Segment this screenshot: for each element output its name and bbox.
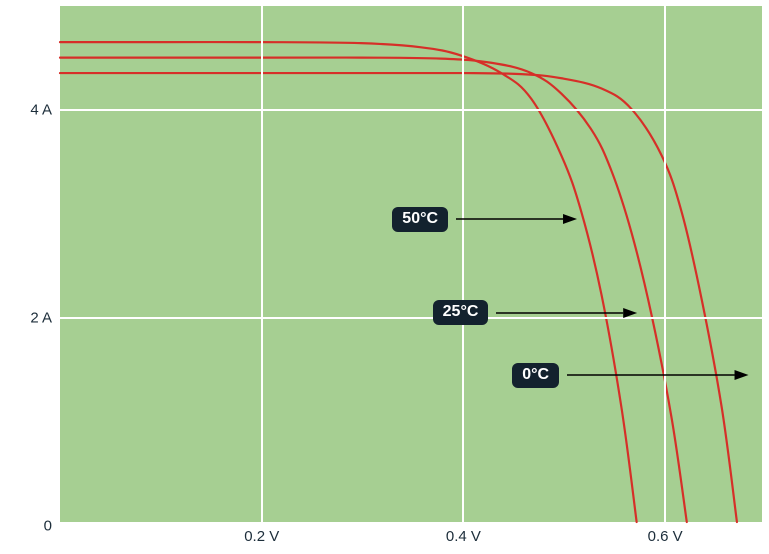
series-label-text: 0°C (512, 363, 559, 388)
x-tick-label: 0.6 V (648, 522, 683, 545)
arrow-icon (496, 303, 637, 323)
x-tick-label: 0.4 V (446, 522, 481, 545)
x-gridline (462, 6, 464, 526)
arrow-icon (567, 365, 749, 385)
series-label-text: 25°C (433, 300, 489, 325)
x-gridline (664, 6, 666, 526)
y-tick-label: 2 A (30, 310, 60, 327)
arrow-icon (456, 209, 577, 229)
y-gridline (60, 317, 766, 319)
series-label-25C: 25°C (433, 300, 638, 325)
curves-layer (60, 6, 762, 522)
x-tick-label: 0.2 V (244, 522, 279, 545)
series-label-0C: 0°C (512, 363, 748, 388)
curve-25C (60, 58, 687, 522)
plot-area: 0.2 V0.4 V0.6 V02 A4 A50°C25°C0°C (58, 4, 764, 524)
y-tick-label: 4 A (30, 102, 60, 119)
x-gridline (261, 6, 263, 526)
series-label-50C: 50°C (392, 207, 577, 232)
curve-0C (60, 73, 737, 522)
iv-temperature-chart: 0.2 V 0.4 V 0.6 V 0 2 A 4 A 50°C 25°C 0°C (0, 0, 769, 554)
y-gridline (60, 109, 766, 111)
curve-50C (60, 42, 637, 522)
series-label-text: 50°C (392, 207, 448, 232)
y-tick-label: 0 (44, 518, 60, 535)
